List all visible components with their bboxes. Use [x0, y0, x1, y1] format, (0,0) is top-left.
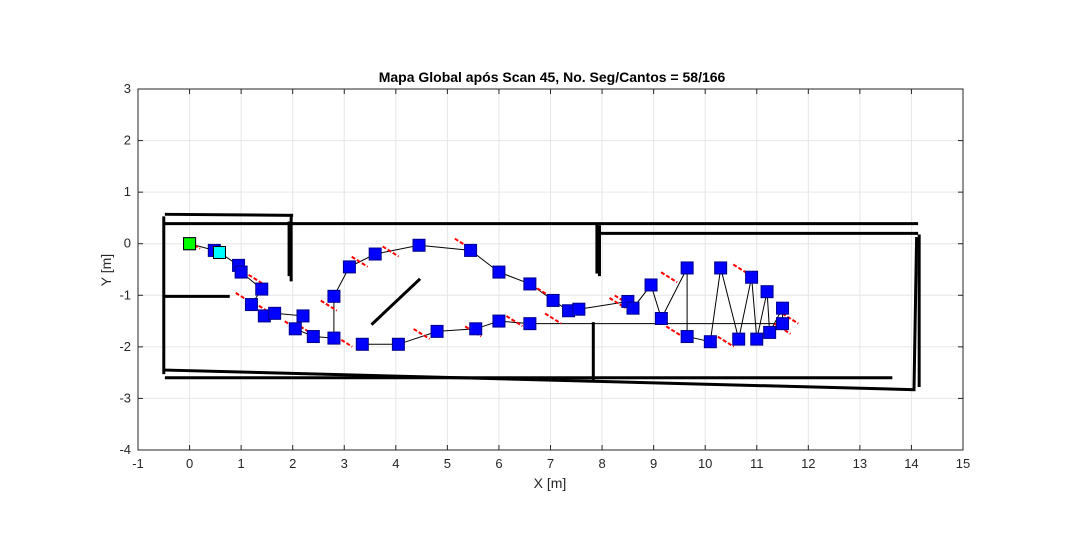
pose-marker [342, 260, 356, 274]
pose-marker [750, 332, 764, 346]
pose-marker [654, 311, 668, 325]
pose-marker [714, 261, 728, 275]
x-tick-label: 2 [289, 456, 296, 471]
heading-mark [544, 312, 562, 325]
x-tick-label: 10 [698, 456, 712, 471]
y-tick-label: 0 [124, 236, 131, 251]
y-tick-label: -1 [119, 287, 131, 302]
chart-title: Mapa Global após Scan 45, No. Seg/Cantos… [379, 69, 726, 85]
x-tick-label: 11 [750, 456, 764, 471]
pose-marker [523, 277, 537, 291]
pose-marker [492, 265, 506, 279]
wall-segment [164, 368, 916, 392]
y-tick-label: -2 [119, 339, 131, 354]
x-tick-label: 0 [186, 456, 193, 471]
heading-mark [660, 271, 678, 284]
heading-mark [505, 315, 523, 327]
x-tick-label: -1 [132, 456, 144, 471]
pose-marker [368, 247, 382, 261]
pose-marker [745, 270, 759, 284]
pose-marker [355, 337, 369, 351]
pose-marker [288, 322, 302, 336]
pose-marker [469, 322, 483, 336]
pose-marker [572, 302, 586, 316]
pose-markers [183, 237, 790, 351]
pose-marker [268, 306, 282, 320]
x-tick-label: 14 [904, 456, 918, 471]
y-tick-label: 2 [124, 133, 131, 148]
y-tick-label: 1 [124, 184, 131, 199]
pose-marker [626, 301, 640, 315]
pose-marker [644, 278, 658, 292]
x-tick-label: 5 [444, 456, 451, 471]
heading-mark [320, 299, 338, 312]
pose-marker [327, 289, 341, 303]
x-tick-label: 3 [341, 456, 348, 471]
y-tick-label: 3 [124, 81, 131, 96]
pose-marker [680, 261, 694, 275]
heading-mark [717, 335, 735, 348]
wall-segment [164, 212, 294, 217]
pose-marker [492, 314, 506, 328]
x-axis-label: X [m] [534, 475, 567, 491]
map-walls [162, 212, 921, 392]
x-ticks: -1 0 1 2 3 4 5 6 7 8 9 10 11 12 13 14 15 [132, 89, 970, 471]
heading-mark [413, 328, 431, 340]
heading-mark [781, 312, 799, 325]
pose-marker [391, 337, 405, 351]
pose-marker [776, 301, 790, 315]
pose-marker [703, 335, 717, 349]
y-tick-label: -3 [119, 390, 131, 405]
x-tick-label: 15 [956, 456, 970, 471]
heading-mark [665, 325, 683, 338]
pose-marker [464, 243, 478, 257]
x-tick-label: 13 [853, 456, 867, 471]
pose-marker [244, 298, 258, 312]
y-axis-label: Y [m] [98, 254, 114, 286]
current-pose-marker [212, 245, 226, 259]
x-tick-label: 9 [650, 456, 657, 471]
wall-segment [912, 237, 919, 390]
pose-marker [327, 331, 341, 345]
pose-marker [234, 265, 248, 279]
y-tick-label: -4 [119, 442, 131, 457]
heading-mark [351, 255, 369, 268]
wall-segment [370, 277, 422, 326]
pose-marker [680, 330, 694, 344]
x-tick-label: 1 [238, 456, 245, 471]
start-pose-marker [183, 237, 197, 251]
heading-mark [382, 245, 400, 258]
pose-marker [546, 293, 560, 307]
pose-marker [732, 332, 746, 346]
x-tick-label: 4 [392, 456, 399, 471]
x-tick-label: 6 [495, 456, 502, 471]
pose-marker [763, 325, 777, 339]
pose-marker [255, 282, 269, 296]
pose-marker [430, 324, 444, 338]
x-tick-label: 12 [801, 456, 815, 471]
x-tick-label: 8 [598, 456, 605, 471]
pose-marker [776, 317, 790, 331]
y-ticks: -4 -3 -2 -1 0 1 2 3 [119, 81, 963, 457]
pose-marker [306, 330, 320, 344]
pose-marker [412, 238, 426, 252]
pose-marker [296, 309, 310, 323]
x-tick-label: 7 [547, 456, 554, 471]
pose-marker [760, 285, 774, 299]
pose-marker [523, 317, 537, 331]
